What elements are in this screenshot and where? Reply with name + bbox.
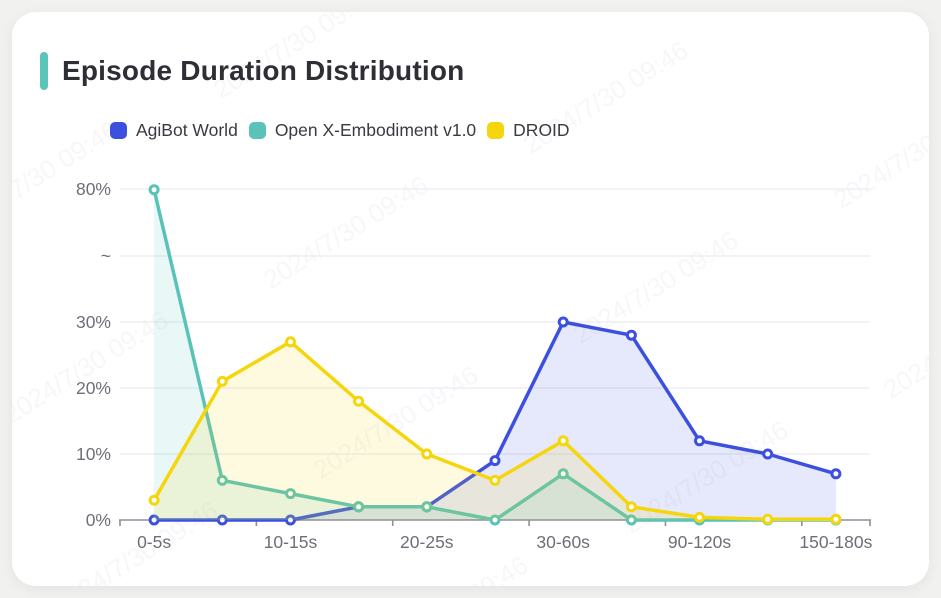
data-point-marker[interactable] <box>421 501 433 513</box>
data-point-marker[interactable] <box>285 514 296 526</box>
series-area <box>154 341 836 520</box>
chart-title: Episode Duration Distribution <box>62 55 465 86</box>
series-area <box>154 189 836 520</box>
data-point-marker[interactable] <box>625 514 637 526</box>
data-point-marker[interactable] <box>489 455 501 467</box>
legend-label-open-x-embodiment: Open X-Embodiment v1.0 <box>274 119 477 140</box>
legend-label-droid: DROID <box>513 119 570 140</box>
legend-swatch-agibot-world <box>110 121 127 139</box>
data-point-marker[interactable] <box>353 501 365 513</box>
data-point-marker[interactable] <box>216 375 228 387</box>
data-point-marker[interactable] <box>216 514 228 526</box>
data-point-marker[interactable] <box>148 514 160 526</box>
y-tick-label: ~ <box>101 246 111 266</box>
y-tick-label: 20% <box>76 378 111 398</box>
series-droid <box>148 336 842 525</box>
data-point-marker[interactable] <box>694 435 705 447</box>
legend-item-agibot-world[interactable]: AgiBot World <box>110 120 238 141</box>
x-tick-label: 0-5s <box>137 532 171 552</box>
duration-distribution-chart[interactable]: 0-5s 10-15s 20-25s 30-60s 90-120s 150-180s 0% 1… <box>12 12 929 586</box>
x-tick-label: 90-120s <box>668 532 731 552</box>
data-point-marker[interactable] <box>148 494 160 506</box>
title-accent-bar <box>40 52 48 90</box>
data-point-marker[interactable] <box>285 336 296 348</box>
y-tick-label: 80% <box>76 179 111 199</box>
y-tick-label: 10% <box>76 444 111 464</box>
data-point-marker[interactable] <box>830 468 842 480</box>
data-point-marker[interactable] <box>489 474 501 486</box>
data-point-marker[interactable] <box>421 448 433 460</box>
data-point-marker[interactable] <box>353 395 365 407</box>
chart-header: Episode Duration Distribution <box>40 52 464 90</box>
y-tick-label: 30% <box>76 312 111 332</box>
data-point-marker[interactable] <box>557 316 569 328</box>
series-area <box>154 322 836 520</box>
y-tick-label: 0% <box>86 510 111 530</box>
data-point-marker[interactable] <box>762 448 774 460</box>
legend-swatch-open-x-embodiment <box>248 121 266 139</box>
x-tick-label: 30-60s <box>536 532 590 552</box>
data-point-marker[interactable] <box>148 184 160 196</box>
data-point-marker[interactable] <box>762 513 774 525</box>
data-point-marker[interactable] <box>625 329 637 341</box>
x-tick-label: 10-15s <box>264 532 318 552</box>
data-point-marker[interactable] <box>285 488 296 500</box>
data-point-marker[interactable] <box>830 513 842 525</box>
legend-item-open-x-embodiment[interactable]: Open X-Embodiment v1.0 <box>248 119 477 141</box>
data-point-marker[interactable] <box>557 435 569 447</box>
legend-label-agibot-world: AgiBot World <box>136 119 238 140</box>
data-point-marker[interactable] <box>216 474 228 486</box>
x-tick-label: 150-180s <box>799 532 872 552</box>
legend: AgiBot World Open X-Embodiment v1.0 DROI… <box>110 117 570 143</box>
legend-swatch-droid <box>487 121 505 139</box>
data-point-marker[interactable] <box>625 501 637 513</box>
data-point-marker[interactable] <box>557 468 569 480</box>
data-point-marker[interactable] <box>694 511 705 523</box>
legend-item-droid[interactable]: DROID <box>487 119 570 141</box>
chart-card: 2024/7/30 09:46 2024/7/30 09:46 2024/7/30 … <box>12 12 929 586</box>
x-tick-label: 20-25s <box>400 532 454 552</box>
data-point-marker[interactable] <box>489 514 501 526</box>
